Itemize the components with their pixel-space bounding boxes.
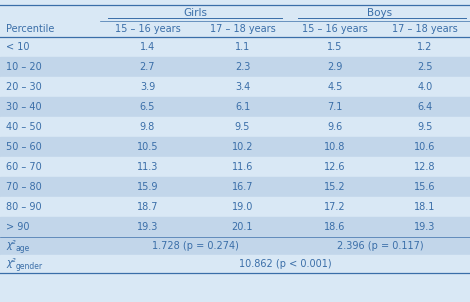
- Text: 18.7: 18.7: [137, 202, 158, 212]
- Text: 19.3: 19.3: [415, 222, 436, 232]
- Bar: [0, 237, 470, 255]
- Bar: [0, 77, 470, 97]
- Text: 10 – 20: 10 – 20: [6, 62, 42, 72]
- Text: 19.3: 19.3: [137, 222, 158, 232]
- Text: Boys: Boys: [368, 8, 392, 18]
- Text: 2.7: 2.7: [140, 62, 155, 72]
- Text: 3.4: 3.4: [235, 82, 250, 92]
- Bar: [0, 255, 470, 273]
- Text: Percentile: Percentile: [6, 24, 55, 34]
- Text: 1.5: 1.5: [327, 42, 343, 52]
- Bar: [0, 97, 470, 117]
- Text: 15.2: 15.2: [324, 182, 346, 192]
- Text: 11.3: 11.3: [137, 162, 158, 172]
- Text: χ²: χ²: [6, 239, 16, 249]
- Text: 30 – 40: 30 – 40: [6, 102, 42, 112]
- Text: 10.2: 10.2: [232, 142, 253, 152]
- Text: 1.4: 1.4: [140, 42, 155, 52]
- Text: 1.728 (p = 0.274): 1.728 (p = 0.274): [151, 241, 238, 251]
- Text: 11.6: 11.6: [232, 162, 253, 172]
- Bar: [0, 5, 470, 21]
- Text: 9.8: 9.8: [140, 122, 155, 132]
- Text: 10.6: 10.6: [415, 142, 436, 152]
- Text: 17.2: 17.2: [324, 202, 346, 212]
- Text: 15 – 16 years: 15 – 16 years: [115, 24, 180, 34]
- Text: 15.9: 15.9: [137, 182, 158, 192]
- Text: 4.0: 4.0: [417, 82, 432, 92]
- Text: 6.1: 6.1: [235, 102, 250, 112]
- Bar: [0, 57, 470, 77]
- Text: 15 – 16 years: 15 – 16 years: [302, 24, 368, 34]
- Text: 80 – 90: 80 – 90: [6, 202, 42, 212]
- Text: 70 – 80: 70 – 80: [6, 182, 42, 192]
- Text: gender: gender: [16, 262, 43, 271]
- Bar: [0, 197, 470, 217]
- Bar: [0, 21, 470, 37]
- Text: 12.6: 12.6: [324, 162, 346, 172]
- Text: 40 – 50: 40 – 50: [6, 122, 42, 132]
- Text: > 90: > 90: [6, 222, 30, 232]
- Bar: [0, 177, 470, 197]
- Text: 9.6: 9.6: [328, 122, 343, 132]
- Text: 10.8: 10.8: [324, 142, 346, 152]
- Text: 18.1: 18.1: [415, 202, 436, 212]
- Text: 16.7: 16.7: [232, 182, 253, 192]
- Text: 2.3: 2.3: [235, 62, 250, 72]
- Text: 7.1: 7.1: [327, 102, 343, 112]
- Text: 15.6: 15.6: [414, 182, 436, 192]
- Text: 3.9: 3.9: [140, 82, 155, 92]
- Text: 1.2: 1.2: [417, 42, 433, 52]
- Bar: [0, 157, 470, 177]
- Bar: [0, 117, 470, 137]
- Text: 12.8: 12.8: [414, 162, 436, 172]
- Text: age: age: [16, 244, 30, 253]
- Text: 2.396 (p = 0.117): 2.396 (p = 0.117): [337, 241, 423, 251]
- Text: 2.9: 2.9: [327, 62, 343, 72]
- Text: 9.5: 9.5: [417, 122, 433, 132]
- Bar: [0, 37, 470, 57]
- Text: 17 – 18 years: 17 – 18 years: [210, 24, 275, 34]
- Text: 20 – 30: 20 – 30: [6, 82, 42, 92]
- Text: < 10: < 10: [6, 42, 30, 52]
- Text: 60 – 70: 60 – 70: [6, 162, 42, 172]
- Text: 19.0: 19.0: [232, 202, 253, 212]
- Text: 6.4: 6.4: [417, 102, 432, 112]
- Text: 9.5: 9.5: [235, 122, 250, 132]
- Text: 17 – 18 years: 17 – 18 years: [392, 24, 458, 34]
- Bar: [0, 137, 470, 157]
- Text: 50 – 60: 50 – 60: [6, 142, 42, 152]
- Text: 20.1: 20.1: [232, 222, 253, 232]
- Text: 6.5: 6.5: [140, 102, 155, 112]
- Text: 10.5: 10.5: [137, 142, 158, 152]
- Text: 4.5: 4.5: [327, 82, 343, 92]
- Bar: [0, 217, 470, 237]
- Text: 1.1: 1.1: [235, 42, 250, 52]
- Text: χ²: χ²: [6, 258, 16, 268]
- Text: 10.862 (p < 0.001): 10.862 (p < 0.001): [239, 259, 331, 269]
- Text: 18.6: 18.6: [324, 222, 346, 232]
- Text: 2.5: 2.5: [417, 62, 433, 72]
- Text: Girls: Girls: [183, 8, 207, 18]
